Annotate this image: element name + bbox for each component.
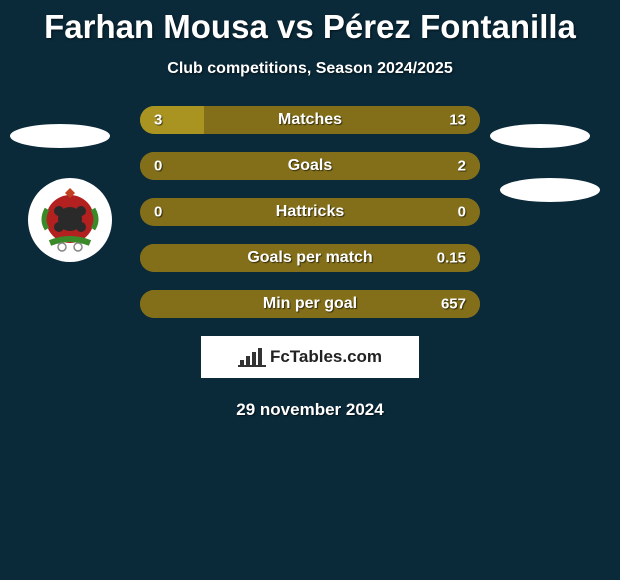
stat-label: Goals <box>288 157 332 175</box>
stat-label: Matches <box>278 111 342 129</box>
stat-right-value: 0.15 <box>437 250 466 267</box>
team-badge <box>28 178 112 262</box>
stat-left-value: 0 <box>154 204 162 221</box>
page-subtitle: Club competitions, Season 2024/2025 <box>0 60 620 78</box>
stat-row: 0 0 Hattricks <box>140 198 480 226</box>
footer-logo-text: FcTables.com <box>270 347 382 367</box>
stat-label: Hattricks <box>276 203 344 221</box>
stat-bars-container: 3 13 Matches 0 2 Goals 0 0 Hattricks 0.15 Goals pe… <box>140 106 480 318</box>
footer-logo: FcTables.com <box>201 336 419 378</box>
stat-right-value: 0 <box>458 204 466 221</box>
badge-icon <box>35 185 105 255</box>
team-ellipse <box>490 124 590 148</box>
team-ellipse <box>10 124 110 148</box>
date-label: 29 november 2024 <box>0 400 620 420</box>
stat-label: Min per goal <box>263 295 357 313</box>
team-ellipse <box>500 178 600 202</box>
stat-label: Goals per match <box>247 249 372 267</box>
stat-row: 0.15 Goals per match <box>140 244 480 272</box>
stat-row: 3 13 Matches <box>140 106 480 134</box>
page-title: Farhan Mousa vs Pérez Fontanilla <box>0 0 620 46</box>
stat-row: 657 Min per goal <box>140 290 480 318</box>
stat-left-value: 0 <box>154 158 162 175</box>
stat-right-value: 2 <box>458 158 466 175</box>
stat-left-value: 3 <box>154 112 162 129</box>
stat-left-fill <box>140 106 204 134</box>
stat-right-value: 13 <box>449 112 466 129</box>
stat-row: 0 2 Goals <box>140 152 480 180</box>
stat-right-value: 657 <box>441 296 466 313</box>
chart-icon <box>238 346 266 368</box>
